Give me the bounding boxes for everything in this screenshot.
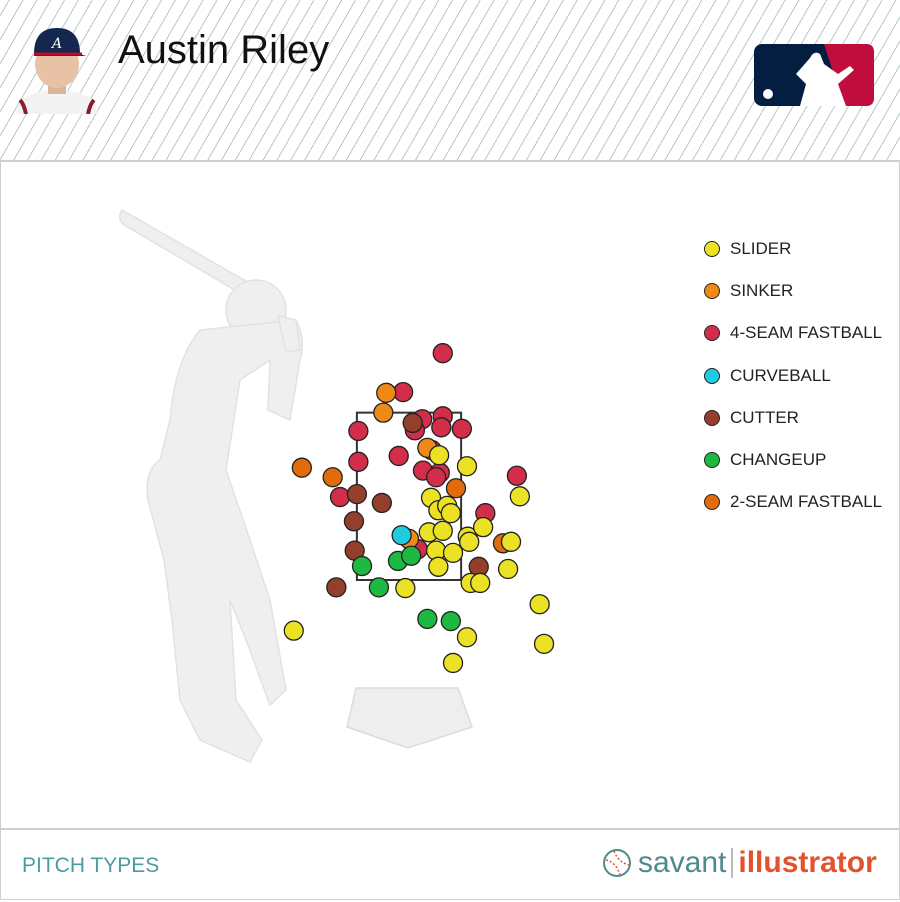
legend-dot-icon (704, 367, 720, 384)
pitch-point-cutter (371, 492, 392, 514)
legend-dot-icon (704, 494, 720, 511)
pitch-point-2-seam-fastball (291, 457, 312, 478)
legend-label: CUTTER (730, 407, 799, 427)
pitch-point-sinker (376, 382, 397, 403)
legend-label: CURVEBALL (730, 365, 831, 385)
legend-dot-icon (704, 452, 720, 469)
pitch-points (283, 343, 555, 674)
player-avatar: A (16, 28, 98, 114)
pitch-point-2-seam-fastball (445, 478, 467, 499)
pitch-point-slider (533, 633, 555, 655)
pitch-point-slider (283, 620, 304, 641)
pitch-point-changeup (368, 577, 390, 598)
legend-label: 2-SEAM FASTBALL (730, 492, 883, 512)
legend-label: SINKER (730, 281, 794, 301)
header: A Austin Riley (0, 0, 900, 162)
baseball-icon (603, 849, 631, 877)
pitch-point-sinker (373, 402, 394, 423)
home-plate (346, 687, 473, 749)
pitch-point-cutter (346, 483, 368, 505)
pitch-point-cutter (343, 511, 365, 532)
pitch-point-slider (440, 503, 461, 524)
pitch-point-4-seam-fastball (329, 486, 351, 508)
pitch-point-4-seam-fastball (432, 343, 453, 364)
pitch-point-slider (428, 445, 450, 466)
pitch-point-4-seam-fastball (348, 451, 369, 472)
pitch-point-slider (428, 556, 449, 577)
legend-item: 4-SEAM FASTBALL (704, 312, 882, 354)
pitch-point-4-seam-fastball (348, 420, 369, 442)
pitch-point-4-seam-fastball (388, 445, 409, 467)
legend-item: 2-SEAM FASTBALL (704, 481, 882, 523)
legend-label: CHANGEUP (730, 450, 827, 470)
legend-dot-icon (704, 325, 720, 342)
pitch-point-changeup (401, 545, 422, 566)
legend-dot-icon (704, 283, 720, 300)
legend-item: SLIDER (704, 228, 882, 270)
legend-item: CUTTER (704, 397, 882, 439)
pitch-point-slider (395, 577, 416, 599)
pitch-chart-svg (119, 208, 555, 763)
pitch-point-curveball (391, 525, 412, 546)
footer: PITCH TYPES savant illustrator (0, 828, 900, 902)
pitch-point-slider (456, 627, 478, 648)
pitch-point-4-seam-fastball (506, 465, 528, 486)
mlb-logo (754, 44, 874, 106)
pitch-point-4-seam-fastball (392, 381, 414, 403)
pitch-point-cutter (402, 412, 423, 434)
brand-illustrator: illustrator (738, 846, 877, 879)
legend-item: CURVEBALL (704, 355, 882, 397)
legend-dot-icon (704, 241, 720, 258)
pitch-point-4-seam-fastball (431, 417, 452, 438)
legend-item: SINKER (704, 270, 882, 312)
pitch-point-slider (442, 542, 464, 563)
pitch-types-label: PITCH TYPES (22, 854, 160, 877)
brand-savant: savant (638, 846, 727, 879)
legend-item: CHANGEUP (704, 439, 882, 481)
pitch-point-cutter (326, 577, 347, 598)
pitch-point-changeup (417, 608, 438, 630)
player-name: Austin Riley (118, 28, 330, 72)
legend: SLIDER SINKER 4-SEAM FASTBALL CURVEBALL CUTT… (704, 228, 882, 523)
pitch-point-2-seam-fastball (322, 467, 343, 488)
pitch-point-slider (459, 531, 480, 552)
legend-label: 4-SEAM FASTBALL (730, 323, 883, 343)
pitch-point-4-seam-fastball (451, 418, 472, 439)
pitch-point-changeup (440, 610, 461, 632)
pitch-point-slider (472, 517, 494, 538)
pitch-point-slider (529, 594, 550, 615)
savant-illustrator-logo: savant illustrator (602, 846, 877, 880)
pitch-point-slider (456, 456, 478, 477)
pitch-point-4-seam-fastball (426, 467, 447, 488)
pitch-point-slider (470, 572, 491, 594)
svg-text:A: A (50, 36, 62, 52)
brand-divider (731, 848, 734, 878)
batter-silhouette (119, 208, 303, 763)
pitch-point-changeup (351, 555, 373, 577)
pitch-point-slider (509, 486, 530, 507)
pitch-chart (0, 162, 900, 828)
legend-dot-icon (704, 409, 720, 426)
pitch-point-slider (500, 531, 522, 552)
pitch-point-slider (497, 558, 519, 580)
pitch-point-slider (442, 652, 464, 674)
pitch-point-slider (432, 520, 453, 541)
legend-label: SLIDER (730, 239, 792, 259)
